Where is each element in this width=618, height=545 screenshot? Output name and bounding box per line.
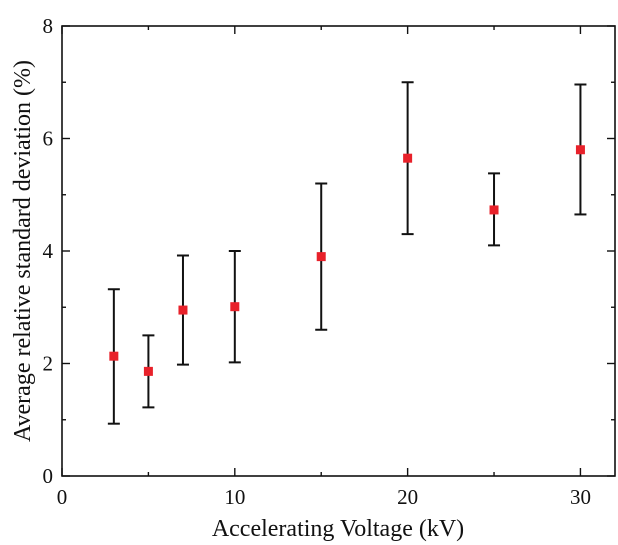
data-point: [143, 366, 153, 376]
plot-frame: [61, 25, 616, 477]
y-tick-label: 6: [43, 127, 54, 151]
data-point: [109, 351, 119, 361]
data-point: [316, 252, 326, 262]
x-tick-label: 20: [397, 485, 418, 509]
error-bars: [107, 81, 587, 425]
data-point: [575, 145, 585, 155]
y-tick-label: 4: [43, 239, 54, 263]
x-tick-label: 0: [57, 485, 68, 509]
x-tick-label: 10: [224, 485, 245, 509]
data-point: [403, 153, 413, 163]
y-tick-label: 0: [43, 464, 54, 488]
y-axis-label: Average relative standard deviation (%): [10, 60, 36, 442]
tick-labels: 0 10 20 30 0 2 4 6 8: [43, 14, 591, 509]
data-point: [230, 302, 240, 312]
x-tick-label: 30: [570, 485, 591, 509]
data-markers: [109, 145, 585, 376]
data-point: [489, 205, 499, 215]
data-point: [178, 305, 188, 315]
axis-ticks: [61, 25, 615, 477]
x-axis-label: Accelerating Voltage (kV): [212, 516, 464, 542]
y-tick-label: 2: [43, 352, 54, 376]
y-tick-label: 8: [43, 14, 54, 38]
